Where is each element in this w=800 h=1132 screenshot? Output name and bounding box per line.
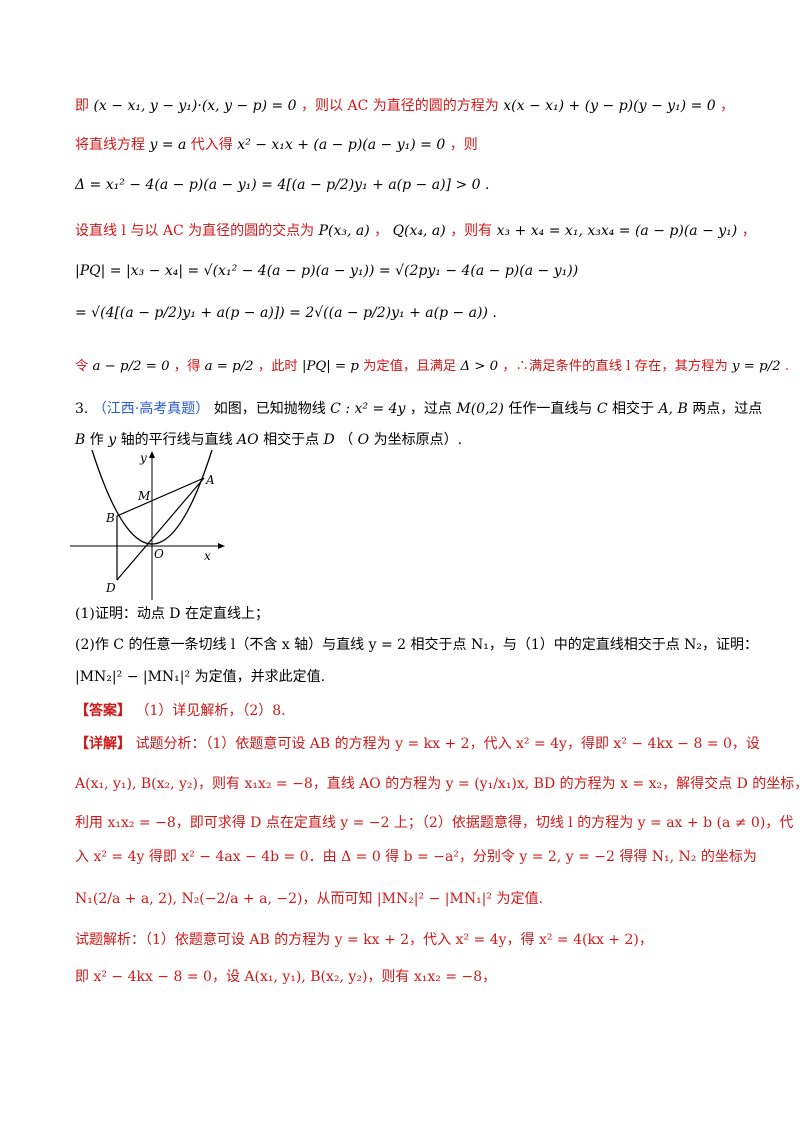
formula: C : x² = 4y [330, 401, 406, 417]
text: ，则 [449, 137, 478, 153]
detail-line-3: 利用 x₁x₂ = −8，即可求得 D 点在定直线 y = −2 上；（2）依据… [75, 815, 794, 831]
formula: Δ > 0 [460, 359, 499, 374]
text: 相交于 [611, 401, 654, 417]
formula: |PQ| = |x₃ − x₄| = √(x₁² − 4(a − p)(a − … [75, 263, 579, 279]
text: . [492, 305, 497, 321]
detail-line-2: A(x₁, y₁), B(x₂, y₂)，则有 x₁x₂ = −8，直线 AO … [75, 776, 800, 792]
text: ，过点 [409, 401, 452, 417]
text: 代入得 [190, 137, 233, 153]
problem-source: （江西·高考真题） [92, 401, 210, 417]
label-m: M [137, 489, 151, 503]
derivation-line-3: Δ = x₁² − 4(a − p)(a − y₁) = 4[(a − p/2)… [75, 174, 740, 196]
text: ， [720, 98, 735, 114]
text: 即 [75, 98, 89, 114]
formula: Q(x₄, a) [392, 223, 446, 239]
label-o: O [154, 547, 164, 561]
formula: y = a [149, 137, 187, 153]
formula: A, B [658, 401, 688, 417]
label-x: x [204, 549, 211, 563]
problem-number: 3. [75, 401, 89, 417]
answer-line: 【答案】 （1）详见解析，（2）8. [75, 700, 740, 722]
text: . [784, 359, 790, 374]
text: ，则有 [450, 223, 493, 239]
label-a: A [205, 473, 215, 487]
text: 两点，过点 [692, 401, 763, 417]
formula: |PQ| = p [301, 359, 359, 374]
text: ，则以 AC 为直径的圆的方程为 [301, 98, 499, 114]
parabola-figure: y x A M B O D [70, 450, 225, 600]
formula: AO [237, 432, 259, 448]
text: . [485, 177, 490, 193]
line-ao [116, 477, 205, 581]
parabola-curve [91, 450, 213, 545]
text: ，此时 [257, 359, 298, 374]
x-axis-arrow [218, 543, 225, 549]
text: 设直线 l 与以 AC 为直径的圆的交点为 [75, 223, 315, 239]
formula: y = p/2 [732, 359, 781, 374]
formula: O [357, 432, 370, 448]
detail-line-5: N₁(2/a + a, 2), N₂(−2/a + a, −2)，从而可知 |M… [75, 891, 543, 907]
formula: B [75, 432, 86, 448]
problem-line-2: B 作 y 轴的平行线与直线 AO 相交于点 D （ O 为坐标原点）. [75, 429, 740, 451]
text: 将直线方程 [75, 137, 145, 153]
formula: x(x − x₁) + (y − p)(y − y₁) = 0 [503, 98, 716, 114]
text: 为坐标原点）. [373, 432, 463, 448]
formula: x₃ + x₄ = x₁, x₃x₄ = (a − p)(a − y₁) [496, 223, 738, 239]
formula: (x − x₁, y − y₁)·(x, y − p) = 0 [93, 98, 297, 114]
formula: M(0,2) [456, 401, 504, 417]
label-y: y [139, 451, 147, 465]
solution-line-1: 试题解析：（1）依题意可设 AB 的方程为 y = kx + 2，代入 x² =… [75, 932, 653, 948]
derivation-line-5: |PQ| = |x₃ − x₄| = √(x₁² − 4(a − p)(a − … [75, 260, 740, 282]
label-d: D [105, 581, 116, 595]
formula: y [108, 432, 117, 448]
formula: = √(4[(a − p/2)y₁ + a(p − a)]) = 2√((a −… [75, 305, 488, 321]
text: ， [374, 223, 389, 239]
derivation-line-1: 即 (x − x₁, y − y₁)·(x, y − p) = 0 ，则以 AC… [75, 95, 740, 117]
text: 轴的平行线与直线 [120, 432, 233, 448]
answer-text: （1）详见解析，（2）8. [135, 703, 286, 719]
detail-tag: 【详解】 [75, 736, 131, 752]
question-2: (2)作 C 的任意一条切线 l（不含 x 轴）与直线 y = 2 相交于点 N… [75, 637, 759, 653]
formula: x² − x₁x + (a − p)(a − y₁) = 0 [237, 137, 446, 153]
question-1: (1)证明：动点 D 在定直线上； [75, 606, 269, 622]
derivation-line-7: 令 a − p/2 = 0 ，得 a = p/2 ，此时 |PQ| = p 为定… [75, 356, 789, 378]
text: 任作一直线与 [508, 401, 593, 417]
text: 为定值，且满足 [363, 359, 457, 374]
derivation-line-6: = √(4[(a − p/2)y₁ + a(p − a)]) = 2√((a −… [75, 302, 740, 324]
text: 如图，已知抛物线 [213, 401, 326, 417]
y-axis-arrow [149, 451, 155, 458]
detail-line-4: 入 x² = 4y 得即 x² − 4ax − 4b = 0．由 Δ = 0 得… [75, 849, 757, 865]
formula: D [323, 432, 335, 448]
solution-line-2: 即 x² − 4kx − 8 = 0，设 A(x₁, y₁), B(x₂, y₂… [75, 969, 497, 985]
derivation-line-4: 设直线 l 与以 AC 为直径的圆的交点为 P(x₃, a) ， Q(x₄, a… [75, 220, 756, 242]
formula: Δ = x₁² − 4(a − p)(a − y₁) = 4[(a − p/2)… [75, 177, 481, 193]
text: ，∴满足条件的直线 l 存在，其方程为 [502, 359, 728, 374]
answer-tag: 【答案】 [75, 703, 131, 719]
text: 令 [75, 359, 89, 374]
text: 相交于点 [263, 432, 320, 448]
text: ，得 [173, 359, 201, 374]
text: ， [741, 223, 756, 239]
text: 作 [89, 432, 104, 448]
derivation-line-2: 将直线方程 y = a 代入得 x² − x₁x + (a − p)(a − y… [75, 134, 740, 156]
formula: P(x₃, a) [318, 223, 370, 239]
text: 试题分析：（1）依题意可设 AB 的方程为 y = kx + 2，代入 x² =… [135, 736, 760, 752]
chord-ab [116, 477, 205, 517]
formula: a = p/2 [204, 359, 254, 374]
problem-line-1: 3. （江西·高考真题） 如图，已知抛物线 C : x² = 4y ，过点 M(… [75, 398, 762, 420]
text: （ [339, 432, 354, 448]
label-b: B [105, 511, 115, 525]
detail-line-1: 【详解】 试题分析：（1）依题意可设 AB 的方程为 y = kx + 2，代入… [75, 733, 760, 755]
question-2-continued: |MN₂|² − |MN₁|² 为定值，并求此定值. [75, 669, 326, 685]
formula: C [596, 401, 608, 417]
formula: a − p/2 = 0 [92, 359, 170, 374]
